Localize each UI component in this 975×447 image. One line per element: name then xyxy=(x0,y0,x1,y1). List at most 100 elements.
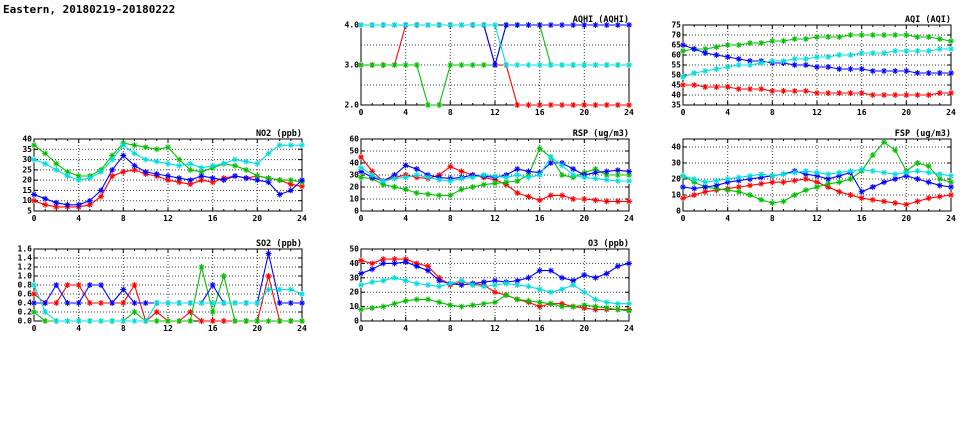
svg-text:24: 24 xyxy=(297,324,307,333)
chart-fsp: 0 10 20 30 40 0 4 8 12 16 20 24 FSP (ug/m3) xyxy=(655,126,957,226)
svg-text:0: 0 xyxy=(681,108,686,117)
svg-text:40: 40 xyxy=(671,143,681,152)
svg-text:20: 20 xyxy=(579,108,589,117)
svg-text:0.6: 0.6 xyxy=(18,290,33,299)
chart-no2: 5 10 15 20 25 30 35 40 0 4 8 12 16 20 24 NO2 (ppb) xyxy=(6,126,308,226)
svg-text:16: 16 xyxy=(535,214,545,223)
svg-text:4: 4 xyxy=(76,214,81,223)
svg-text:20: 20 xyxy=(579,324,589,333)
svg-text:8: 8 xyxy=(448,108,453,117)
svg-text:1.6: 1.6 xyxy=(18,245,33,254)
svg-text:25: 25 xyxy=(22,165,32,174)
svg-text:75: 75 xyxy=(671,21,681,30)
svg-text:0: 0 xyxy=(32,324,37,333)
svg-text:4: 4 xyxy=(725,108,730,117)
svg-text:12: 12 xyxy=(812,108,822,117)
svg-text:20: 20 xyxy=(252,214,262,223)
svg-text:70: 70 xyxy=(671,31,681,40)
svg-text:16: 16 xyxy=(208,214,218,223)
svg-text:5: 5 xyxy=(27,207,32,216)
chart-aqi: 35 40 45 50 55 60 65 70 75 0 4 8 12 16 20 24 AQI (AQI) xyxy=(655,12,957,120)
chart-canvas-so2: 0.00.20.40.60.81.01.21.41.6 0 4 8 12 16 20 24 SO… xyxy=(18,239,307,333)
svg-text:16: 16 xyxy=(535,324,545,333)
svg-text:0: 0 xyxy=(32,214,37,223)
svg-text:4.0: 4.0 xyxy=(345,21,360,30)
svg-text:15: 15 xyxy=(22,186,32,195)
svg-text:SO2 (ppb): SO2 (ppb) xyxy=(256,239,302,249)
svg-text:4: 4 xyxy=(76,324,81,333)
svg-text:0: 0 xyxy=(681,214,686,223)
svg-text:AQI (AQI): AQI (AQI) xyxy=(905,15,951,25)
svg-text:10: 10 xyxy=(22,196,32,205)
chart-canvas-aqhi: 2.0 3.0 4.0 0 4 8 12 16 20 24 AQHI (AQHI) xyxy=(345,15,634,117)
svg-text:12: 12 xyxy=(163,324,173,333)
svg-text:0: 0 xyxy=(354,317,359,326)
svg-text:2.0: 2.0 xyxy=(345,101,360,110)
svg-text:55: 55 xyxy=(671,61,681,70)
chart-rsp: 0 10 20 30 40 50 60 0 4 8 12 16 20 24 RSP (ug/m3) xyxy=(333,126,635,226)
chart-aqhi: 2.0 3.0 4.0 0 4 8 12 16 20 24 AQHI (AQHI) xyxy=(333,12,635,120)
svg-text:4: 4 xyxy=(725,214,730,223)
page-title: Eastern, 20180219-20180222 xyxy=(3,3,176,16)
svg-text:30: 30 xyxy=(22,155,32,164)
svg-text:35: 35 xyxy=(22,145,32,154)
svg-text:1.0: 1.0 xyxy=(18,272,33,281)
chart-canvas-rsp: 0 10 20 30 40 50 60 0 4 8 12 16 20 24 RSP (ug/m3) xyxy=(349,129,634,223)
svg-text:24: 24 xyxy=(624,108,634,117)
svg-text:12: 12 xyxy=(490,108,500,117)
chart-canvas-o3: 0 10 20 30 40 50 0 4 8 12 16 20 24 O3 (ppb) xyxy=(349,239,634,333)
svg-text:20: 20 xyxy=(349,183,359,192)
svg-text:40: 40 xyxy=(671,91,681,100)
svg-text:20: 20 xyxy=(252,324,262,333)
chart-o3: 0 10 20 30 40 50 0 4 8 12 16 20 24 O3 (ppb) xyxy=(333,236,635,336)
svg-text:50: 50 xyxy=(671,71,681,80)
svg-text:35: 35 xyxy=(671,101,681,110)
svg-text:12: 12 xyxy=(163,214,173,223)
svg-text:30: 30 xyxy=(349,273,359,282)
svg-text:AQHI (AQHI): AQHI (AQHI) xyxy=(573,15,629,25)
chart-canvas-fsp: 0 10 20 30 40 0 4 8 12 16 20 24 FSP (ug/m3) xyxy=(671,129,956,223)
svg-text:10: 10 xyxy=(349,302,359,311)
svg-text:O3 (ppb): O3 (ppb) xyxy=(588,239,629,249)
svg-text:4: 4 xyxy=(403,108,408,117)
svg-text:3.0: 3.0 xyxy=(345,61,360,70)
svg-text:FSP (ug/m3): FSP (ug/m3) xyxy=(895,129,951,139)
svg-text:45: 45 xyxy=(671,81,681,90)
svg-text:60: 60 xyxy=(671,51,681,60)
svg-text:10: 10 xyxy=(671,191,681,200)
svg-text:1.2: 1.2 xyxy=(18,263,33,272)
svg-text:8: 8 xyxy=(770,214,775,223)
svg-text:12: 12 xyxy=(490,324,500,333)
svg-text:NO2 (ppb): NO2 (ppb) xyxy=(256,129,302,139)
svg-text:60: 60 xyxy=(349,135,359,144)
svg-text:40: 40 xyxy=(349,159,359,168)
svg-text:20: 20 xyxy=(671,175,681,184)
svg-text:40: 40 xyxy=(349,259,359,268)
svg-text:0: 0 xyxy=(359,214,364,223)
svg-text:1.4: 1.4 xyxy=(18,254,33,263)
svg-text:8: 8 xyxy=(448,324,453,333)
svg-text:50: 50 xyxy=(349,245,359,254)
svg-text:8: 8 xyxy=(121,214,126,223)
svg-text:RSP (ug/m3): RSP (ug/m3) xyxy=(573,129,629,139)
svg-text:4: 4 xyxy=(403,324,408,333)
svg-text:0: 0 xyxy=(676,207,681,216)
svg-text:24: 24 xyxy=(946,108,956,117)
svg-text:0: 0 xyxy=(359,324,364,333)
svg-text:8: 8 xyxy=(448,214,453,223)
svg-text:20: 20 xyxy=(579,214,589,223)
svg-text:24: 24 xyxy=(624,324,634,333)
svg-text:0.8: 0.8 xyxy=(18,281,33,290)
svg-text:0.4: 0.4 xyxy=(18,299,33,308)
svg-text:16: 16 xyxy=(208,324,218,333)
svg-text:0: 0 xyxy=(354,207,359,216)
svg-text:40: 40 xyxy=(22,135,32,144)
svg-text:50: 50 xyxy=(349,147,359,156)
svg-text:20: 20 xyxy=(349,288,359,297)
svg-text:10: 10 xyxy=(349,195,359,204)
svg-text:12: 12 xyxy=(490,214,500,223)
svg-text:65: 65 xyxy=(671,41,681,50)
chart-so2: 0.0 0.2 0.4 0.6 0.8 1.0 1.2 1.4 1.6 0 4 8 12 16 20 24 SO… xyxy=(6,236,308,336)
svg-text:16: 16 xyxy=(857,108,867,117)
